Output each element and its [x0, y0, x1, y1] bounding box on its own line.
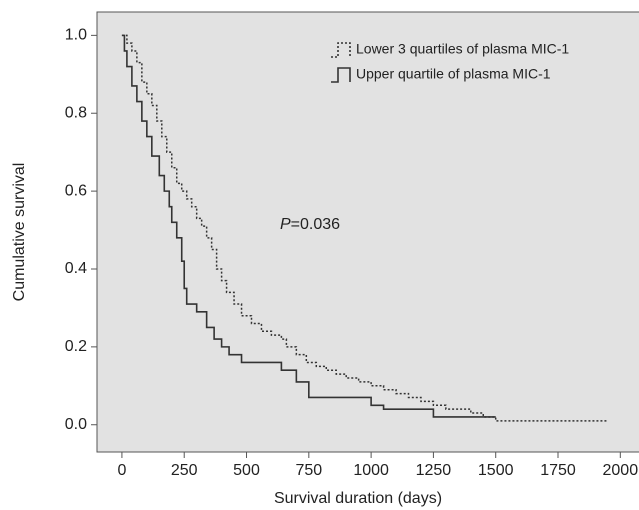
x-tick-label: 250: [171, 462, 198, 479]
x-tick-label: 750: [295, 462, 322, 479]
x-tick-label: 500: [233, 462, 260, 479]
annotation-text: =0.036: [291, 216, 340, 233]
y-tick-label: 0.4: [65, 260, 87, 277]
x-tick-label: 1250: [416, 462, 452, 479]
survival-curve: [121, 34, 608, 422]
y-axis-label: Cumulative survival: [11, 163, 28, 302]
x-tick-label: 2000: [603, 462, 639, 479]
annotation: P=0.036: [280, 216, 340, 233]
x-axis-label: Survival duration (days): [274, 490, 442, 507]
survival-curve: [121, 34, 496, 418]
legend-label: Upper quartile of plasma MIC-1: [356, 66, 551, 82]
legend-symbol: [331, 42, 351, 58]
legend-symbol: [331, 67, 351, 83]
y-tick-label: 1.0: [65, 27, 87, 44]
y-tick-label: 0.6: [65, 182, 87, 199]
legend-label: Lower 3 quartiles of plasma MIC-1: [356, 41, 569, 57]
x-tick-label: 1750: [540, 462, 576, 479]
y-tick-label: 0.0: [65, 416, 87, 433]
x-tick-label: 1500: [478, 462, 514, 479]
plot-area: [96, 11, 639, 453]
x-tick-label: 0: [117, 462, 126, 479]
y-tick-label: 0.2: [65, 338, 87, 355]
annotation-italic: P: [280, 216, 291, 233]
y-tick-label: 0.8: [65, 104, 87, 121]
x-tick-label: 1000: [353, 462, 389, 479]
